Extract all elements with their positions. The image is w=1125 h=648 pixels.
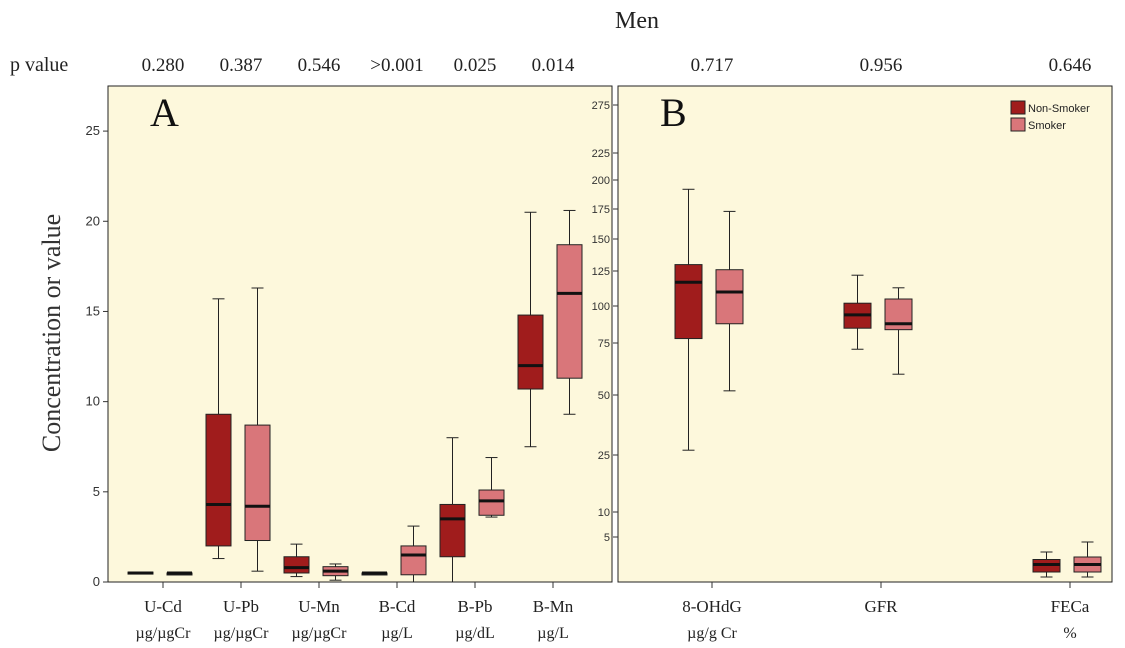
y-tick-label: 200 <box>592 175 610 187</box>
p-value-label: p value <box>10 54 68 76</box>
x-tick-label: B-Pb <box>458 597 493 616</box>
box-smoker <box>884 287 913 375</box>
box-non-smoker <box>127 571 154 575</box>
y-tick-label: 5 <box>93 484 100 499</box>
x-tick-unit: µg/µgCr <box>136 625 192 642</box>
panel-letter: A <box>150 90 179 135</box>
x-tick-label: B-Cd <box>379 597 416 616</box>
y-tick-label: 5 <box>604 532 610 544</box>
p-value: 0.646 <box>1049 55 1092 76</box>
y-tick-label: 15 <box>86 303 100 318</box>
panel-b: B 5 10 25 50 75 100 125 150 175 200 225 275 0.717 8-OH… <box>592 55 1113 642</box>
y-tick-label: 175 <box>592 204 610 216</box>
y-tick-label: 50 <box>598 390 610 402</box>
x-tick-unit: µg/µgCr <box>292 625 348 642</box>
x-tick-label: U-Cd <box>144 597 182 616</box>
y-tick-label: 20 <box>86 213 100 228</box>
iqr-box <box>556 244 583 379</box>
y-tick-label: 125 <box>592 266 610 278</box>
x-tick-unit: µg/g Cr <box>687 625 737 642</box>
box-non-smoker <box>674 188 703 451</box>
panel-a: A 0 5 10 15 20 25 0.280 U-Cd µg/µgCr 0.387 U-Pb µg/µ… <box>86 55 613 642</box>
y-tick-label: 10 <box>86 394 100 409</box>
iqr-box <box>674 264 703 340</box>
y-tick-label: 10 <box>598 507 610 519</box>
y-tick-label: 275 <box>592 100 610 112</box>
chart-panels: A 0 5 10 15 20 25 0.280 U-Cd µg/µgCr 0.387 U-Pb µg/µ… <box>86 55 1113 642</box>
iqr-box <box>517 314 544 390</box>
iqr-box <box>715 269 744 325</box>
iqr-box <box>439 503 466 558</box>
panel-letter: B <box>660 90 687 135</box>
box-smoker <box>715 210 744 392</box>
p-value: 0.014 <box>532 55 575 76</box>
box-non-smoker <box>843 274 872 350</box>
box-non-smoker <box>361 571 388 576</box>
p-value: >0.001 <box>370 55 423 76</box>
y-tick-label: 25 <box>86 123 100 138</box>
p-value: 0.280 <box>142 55 185 76</box>
p-value: 0.546 <box>298 55 341 76</box>
y-tick-label: 0 <box>93 574 100 589</box>
p-value: 0.025 <box>454 55 497 76</box>
legend-label: Non-Smoker <box>1028 103 1090 115</box>
x-tick-label: 8-OHdG <box>682 597 742 616</box>
iqr-box <box>283 556 310 574</box>
p-value: 0.956 <box>860 55 903 76</box>
box-smoker <box>166 571 193 576</box>
x-tick-label: GFR <box>864 597 898 616</box>
x-tick-unit: µg/µgCr <box>214 625 270 642</box>
box-smoker <box>478 457 505 518</box>
box-smoker <box>322 563 349 581</box>
box-non-smoker <box>205 298 232 560</box>
iqr-box <box>205 413 232 547</box>
y-tick-label: 225 <box>592 148 610 160</box>
iqr-box <box>400 545 427 576</box>
figure-title: Men <box>615 8 659 34</box>
x-tick-unit: % <box>1063 625 1076 642</box>
box-smoker <box>400 525 427 583</box>
y-axis-label: Concentration or value <box>37 214 66 452</box>
box-non-smoker <box>1032 551 1061 578</box>
box-non-smoker <box>283 543 310 578</box>
p-value: 0.717 <box>691 55 734 76</box>
y-tick-label: 75 <box>598 338 610 350</box>
y-tick-label: 25 <box>598 450 610 462</box>
y-tick-label: 100 <box>592 301 610 313</box>
iqr-box <box>478 489 505 516</box>
box-non-smoker <box>439 437 466 583</box>
legend-swatch <box>1010 117 1026 132</box>
x-tick-label: U-Mn <box>298 597 340 616</box>
x-tick-unit: µg/L <box>381 625 412 642</box>
x-tick-label: FECa <box>1051 597 1090 616</box>
box-smoker <box>244 287 271 572</box>
legend-swatch <box>1010 100 1026 115</box>
box-smoker <box>556 209 583 415</box>
y-tick-label: 150 <box>592 234 610 246</box>
iqr-box <box>244 424 271 542</box>
x-tick-unit: µg/L <box>537 625 568 642</box>
box-smoker <box>1073 541 1102 578</box>
x-tick-label: B-Mn <box>533 597 574 616</box>
p-value: 0.387 <box>220 55 263 76</box>
legend-label: Smoker <box>1028 120 1066 132</box>
box-non-smoker <box>517 211 544 448</box>
legend: Non-Smoker Smoker <box>1010 100 1090 132</box>
x-tick-unit: µg/dL <box>455 625 494 642</box>
x-tick-label: U-Pb <box>223 597 259 616</box>
